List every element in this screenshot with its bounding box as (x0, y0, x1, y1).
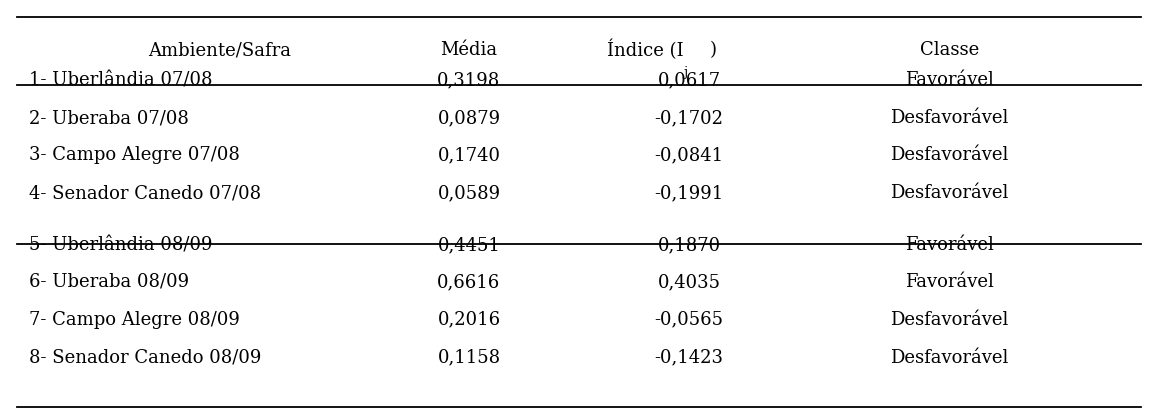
Text: Classe: Classe (919, 41, 980, 59)
Text: Índice (I: Índice (I (607, 40, 683, 60)
Text: 0,1870: 0,1870 (658, 236, 720, 254)
Text: 6- Uberaba 08/09: 6- Uberaba 08/09 (29, 273, 189, 291)
Text: j: j (683, 66, 688, 80)
Text: Desfavorável: Desfavorável (891, 184, 1009, 202)
Text: Favorável: Favorável (906, 236, 994, 254)
Text: -0,1991: -0,1991 (654, 184, 724, 202)
Text: -0,1702: -0,1702 (654, 109, 724, 127)
Text: 0,0879: 0,0879 (438, 109, 500, 127)
Text: Favorável: Favorável (906, 71, 994, 89)
Text: 0,4451: 0,4451 (438, 236, 500, 254)
Text: 0,0589: 0,0589 (438, 184, 500, 202)
Text: Média: Média (440, 41, 498, 59)
Text: Desfavorável: Desfavorável (891, 311, 1009, 329)
Text: 8- Senador Canedo 08/09: 8- Senador Canedo 08/09 (29, 349, 262, 367)
Text: 3- Campo Alegre 07/08: 3- Campo Alegre 07/08 (29, 146, 240, 164)
Text: 0,2016: 0,2016 (438, 311, 500, 329)
Text: 0,0617: 0,0617 (658, 71, 720, 89)
Text: ): ) (710, 41, 717, 59)
Text: 2- Uberaba 07/08: 2- Uberaba 07/08 (29, 109, 189, 127)
Text: -0,0841: -0,0841 (654, 146, 724, 164)
Text: 1- Uberlândia 07/08: 1- Uberlândia 07/08 (29, 71, 212, 89)
Text: Desfavorável: Desfavorável (891, 146, 1009, 164)
Text: 0,1158: 0,1158 (438, 349, 500, 367)
Text: 0,4035: 0,4035 (658, 273, 720, 291)
Text: -0,0565: -0,0565 (654, 311, 724, 329)
Text: 4- Senador Canedo 07/08: 4- Senador Canedo 07/08 (29, 184, 261, 202)
Text: Favorável: Favorável (906, 273, 994, 291)
Text: 0,1740: 0,1740 (438, 146, 500, 164)
Text: 0,6616: 0,6616 (438, 273, 500, 291)
Text: Ambiente/Safra: Ambiente/Safra (148, 41, 292, 59)
Text: 5- Uberlândia 08/09: 5- Uberlândia 08/09 (29, 236, 212, 254)
Text: Desfavorável: Desfavorável (891, 109, 1009, 127)
Text: Desfavorável: Desfavorável (891, 349, 1009, 367)
Text: 0,3198: 0,3198 (438, 71, 500, 89)
Text: -0,1423: -0,1423 (654, 349, 724, 367)
Text: 7- Campo Alegre 08/09: 7- Campo Alegre 08/09 (29, 311, 240, 329)
